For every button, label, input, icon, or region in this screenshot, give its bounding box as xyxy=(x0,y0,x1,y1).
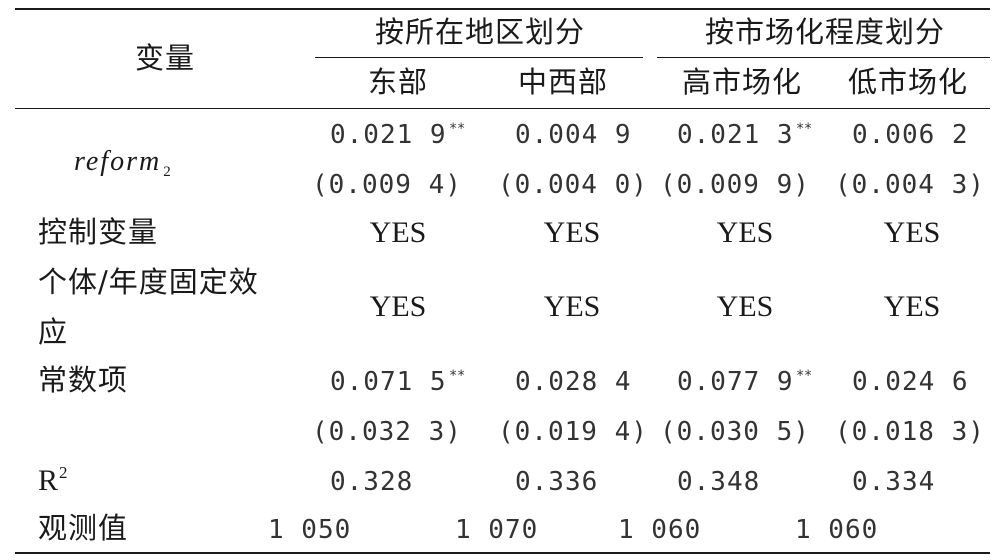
constant-se-high-market: (0.030 5) xyxy=(660,417,810,447)
market-group-rule xyxy=(657,57,990,58)
row-label-reform: reform 2 xyxy=(38,120,173,204)
fixed-effects-east: YES xyxy=(369,290,427,323)
controls-high-market: YES xyxy=(716,216,774,249)
header-col-east: 东部 xyxy=(367,65,429,99)
reform-se-high-market: (0.009 9) xyxy=(660,170,810,200)
observations-midwest: 1 070 xyxy=(455,515,539,545)
constant-stars-east: ** xyxy=(449,368,466,384)
row-label-constant: 常数项 xyxy=(38,363,129,397)
r2-label-sup: 2 xyxy=(59,463,68,482)
observations-low-market: 1 060 xyxy=(795,515,879,545)
reform-label-main: reform xyxy=(74,146,162,177)
r2-high-market: 0.348 xyxy=(677,467,761,497)
r2-low-market: 0.334 xyxy=(852,467,936,497)
reform-label-sub: 2 xyxy=(163,164,173,180)
reform-coef-east-value: 0.021 9 xyxy=(330,120,447,150)
r2-east: 0.328 xyxy=(330,467,414,497)
row-label-observations: 观测值 xyxy=(38,511,129,545)
constant-coef-midwest-value: 0.028 4 xyxy=(515,367,632,397)
constant-coef-east-value: 0.071 5 xyxy=(330,367,447,397)
constant-coef-low-value: 0.024 6 xyxy=(852,367,969,397)
reform-coef-high-market: 0.021 3 ** xyxy=(677,122,813,148)
reform-se-low-market: (0.004 3) xyxy=(835,170,985,200)
header-bottom-rule xyxy=(15,108,990,109)
constant-coef-high-market: 0.077 9 ** xyxy=(677,369,813,395)
constant-se-midwest: (0.019 4) xyxy=(498,417,648,447)
reform-coef-midwest: 0.004 9 xyxy=(515,122,632,148)
controls-low-market: YES xyxy=(883,216,941,249)
header-col-high-market: 高市场化 xyxy=(681,65,803,99)
controls-midwest: YES xyxy=(543,216,601,249)
header-group-region: 按所在地区划分 xyxy=(374,15,586,49)
constant-stars-high: ** xyxy=(796,368,813,384)
reform-coef-low-value: 0.006 2 xyxy=(852,120,969,150)
constant-coef-midwest: 0.028 4 xyxy=(515,369,632,395)
bottom-rule xyxy=(15,552,990,554)
fixed-effects-midwest: YES xyxy=(543,290,601,323)
fixed-effects-low-market: YES xyxy=(883,290,941,323)
observations-east: 1 050 xyxy=(268,515,352,545)
controls-east: YES xyxy=(369,216,427,249)
r2-label-main: R xyxy=(38,464,59,497)
reform-stars-east: ** xyxy=(449,121,466,137)
r2-midwest: 0.336 xyxy=(515,467,599,497)
reform-coef-high-value: 0.021 3 xyxy=(677,120,794,150)
reform-coef-east: 0.021 9 ** xyxy=(330,122,466,148)
reform-coef-midwest-value: 0.004 9 xyxy=(515,120,632,150)
reform-stars-high: ** xyxy=(796,121,813,137)
header-group-market: 按市场化程度划分 xyxy=(704,15,946,49)
reform-coef-low-market: 0.006 2 xyxy=(852,122,969,148)
reform-se-midwest: (0.004 0) xyxy=(498,170,648,200)
header-col-midwest: 中西部 xyxy=(517,65,609,99)
observations-high-market: 1 060 xyxy=(618,515,702,545)
header-col-low-market: 低市场化 xyxy=(847,65,969,99)
row-label-controls: 控制变量 xyxy=(38,215,159,249)
constant-se-low-market: (0.018 3) xyxy=(835,417,985,447)
constant-coef-low-market: 0.024 6 xyxy=(852,369,969,395)
header-variable: 变量 xyxy=(134,41,196,75)
region-group-rule xyxy=(315,57,643,58)
fixed-effects-high-market: YES xyxy=(716,290,774,323)
constant-coef-east: 0.071 5 ** xyxy=(330,369,466,395)
reform-se-east: (0.009 4) xyxy=(312,170,462,200)
constant-coef-high-value: 0.077 9 xyxy=(677,367,794,397)
row-label-r2: R2 xyxy=(38,463,68,497)
top-rule xyxy=(15,8,990,10)
row-label-fixed-effects-line1: 个体/年度固定效 xyxy=(38,265,259,299)
row-label-fixed-effects-line2: 应 xyxy=(38,315,69,349)
constant-se-east: (0.032 3) xyxy=(312,417,462,447)
